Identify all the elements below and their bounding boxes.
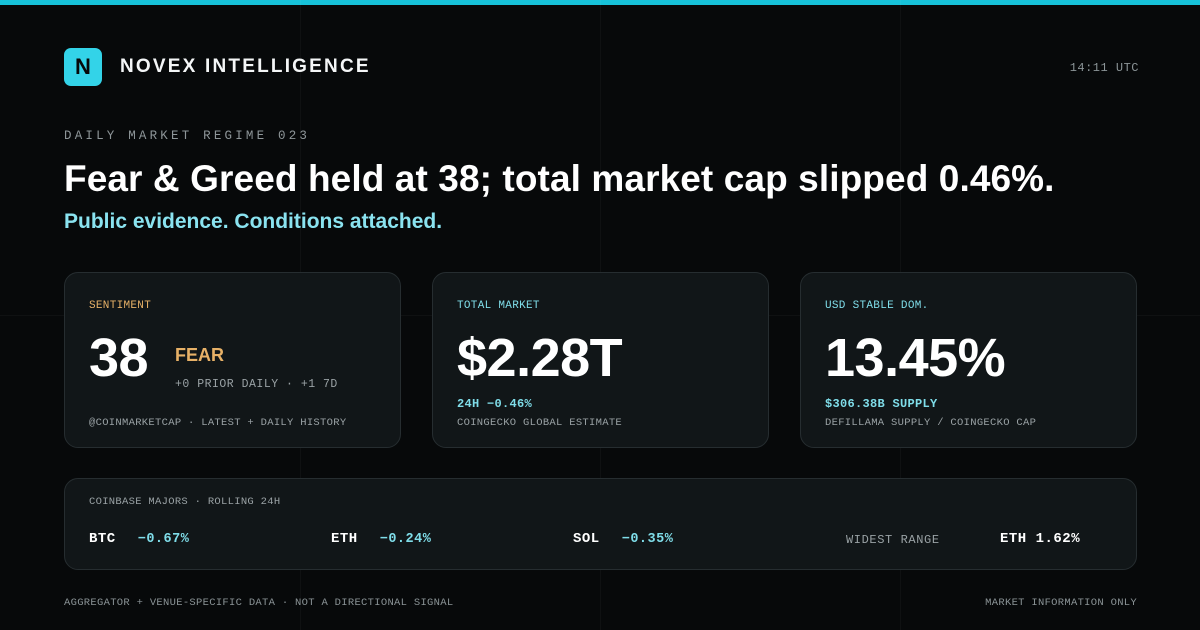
- stable-dominance-value: 13.45%: [825, 328, 1006, 388]
- card-label: SENTIMENT: [89, 300, 152, 312]
- ticker-sol: SOL −0.35%: [573, 531, 673, 547]
- brand: N NOVEX INTELLIGENCE: [64, 48, 371, 86]
- ticker-btc: BTC −0.67%: [89, 531, 189, 547]
- stable-supply: $306.38B SUPPLY: [825, 397, 938, 411]
- stable-dominance-card: USD STABLE DOM. 13.45% $306.38B SUPPLY D…: [800, 272, 1137, 448]
- majors-strip: COINBASE MAJORS · ROLLING 24H BTC −0.67%…: [64, 478, 1137, 570]
- timestamp: 14:11 UTC: [1069, 61, 1139, 75]
- widest-range-value: ETH 1.62%: [1000, 531, 1081, 547]
- logo-icon: N: [64, 48, 102, 86]
- ticker-change: −0.24%: [379, 532, 432, 547]
- top-accent-bar: [0, 0, 1200, 5]
- brand-name: NOVEX INTELLIGENCE: [120, 56, 371, 77]
- widest-range-label: WIDEST RANGE: [846, 533, 940, 547]
- footer-note: MARKET INFORMATION ONLY: [985, 597, 1137, 609]
- ticker-symbol: BTC: [89, 531, 116, 547]
- subhead: Public evidence. Conditions attached.: [64, 210, 443, 233]
- majors-label: COINBASE MAJORS · ROLLING 24H: [89, 496, 281, 508]
- total-market-card: TOTAL MARKET $2.28T 24H −0.46% COINGECKO…: [432, 272, 769, 448]
- card-source: @COINMARKETCAP · LATEST + DAILY HISTORY: [89, 417, 347, 429]
- headline: Fear & Greed held at 38; total market ca…: [64, 158, 1055, 199]
- footer-disclaimer: AGGREGATOR + VENUE-SPECIFIC DATA · NOT A…: [64, 597, 454, 609]
- eyebrow: DAILY MARKET REGIME 023: [64, 129, 311, 143]
- total-market-value: $2.28T: [457, 328, 623, 388]
- ticker-symbol: ETH: [331, 531, 358, 547]
- card-label: TOTAL MARKET: [457, 300, 540, 312]
- ticker-change: −0.35%: [621, 532, 674, 547]
- sentiment-delta: +0 PRIOR DAILY · +1 7D: [175, 378, 338, 391]
- ticker-change: −0.67%: [137, 532, 190, 547]
- sentiment-value: 38: [89, 328, 149, 388]
- ticker-eth: ETH −0.24%: [331, 531, 431, 547]
- sentiment-status: FEAR: [175, 345, 224, 365]
- card-label: USD STABLE DOM.: [825, 300, 929, 312]
- sentiment-card: SENTIMENT 38 FEAR +0 PRIOR DAILY · +1 7D…: [64, 272, 401, 448]
- ticker-symbol: SOL: [573, 531, 600, 547]
- card-source: DEFILLAMA SUPPLY / COINGECKO CAP: [825, 417, 1037, 429]
- total-market-change: 24H −0.46%: [457, 397, 533, 411]
- card-source: COINGECKO GLOBAL ESTIMATE: [457, 417, 623, 429]
